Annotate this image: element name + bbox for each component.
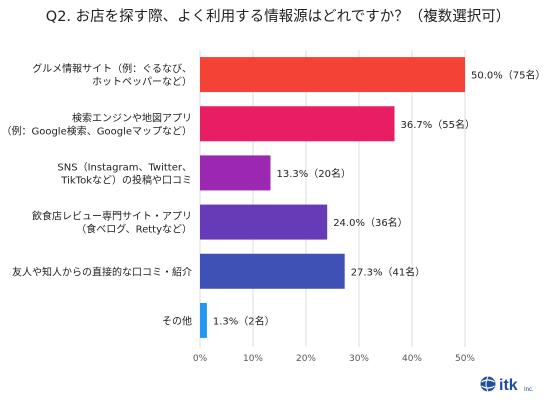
bar xyxy=(200,57,465,93)
category-label: （例：Google検索、Googleマップなど） xyxy=(1,124,192,137)
logo-text: itk xyxy=(499,377,518,394)
data-label: 1.3%（2名） xyxy=(213,314,275,327)
x-tick-label: 50% xyxy=(455,354,475,364)
chart-title: Q2. お店を探す際、よく利用する情報源はどれですか？（複数選択可） xyxy=(46,8,510,25)
x-tick-label: 40% xyxy=(402,354,422,364)
bar xyxy=(200,302,207,338)
logo-mark: itk Inc. xyxy=(480,376,534,394)
category-label: グルメ情報サイト（例：ぐるなび、 xyxy=(32,62,192,75)
data-label: 36.7%（55名） xyxy=(401,118,476,131)
bar xyxy=(200,106,395,142)
category-label: 検索エンジンや地図アプリ xyxy=(72,111,192,124)
category-label: 飲食店レビュー専門サイト・アプリ xyxy=(32,210,192,223)
data-label: 50.0%（75名） xyxy=(471,69,546,82)
data-label: 27.3%（41名） xyxy=(351,265,426,278)
data-label: 24.0%（36名） xyxy=(333,216,408,229)
bar xyxy=(200,155,271,191)
logo-globe-icon xyxy=(480,376,496,392)
logo-suffix: Inc. xyxy=(524,387,534,393)
x-tick-label: 0% xyxy=(193,354,208,364)
data-labels: 50.0%（75名） 36.7%（55名） 13.3%（20名） 24.0%（36名）… xyxy=(213,69,546,328)
bars xyxy=(200,57,465,338)
itk-logo: itk Inc. xyxy=(479,374,541,400)
category-label: ホットペッパーなど） xyxy=(92,76,192,88)
category-label: その他 xyxy=(162,314,192,327)
bar xyxy=(200,204,328,240)
category-label: （食べログ、Rettyなど） xyxy=(76,223,192,236)
x-tick-label: 30% xyxy=(349,354,369,364)
category-labels: グルメ情報サイト（例：ぐるなび、ホットペッパーなど） 検索エンジンや地図アプリ（例… xyxy=(1,62,192,327)
x-tick-label: 20% xyxy=(296,354,316,364)
category-label: TikTokなど）の投稿や口コミ xyxy=(60,173,192,186)
x-tick-label: 10% xyxy=(243,354,263,364)
grid-lines xyxy=(199,50,466,347)
category-label: SNS（Instagram、Twitter、 xyxy=(57,161,192,173)
bar xyxy=(200,253,345,289)
data-label: 13.3%（20名） xyxy=(276,167,351,180)
x-tick-labels: 0% 10% 20% 30% 40% 50% xyxy=(193,354,476,364)
category-label: 友人や知人からの直接的な口コミ・紹介 xyxy=(12,265,192,278)
